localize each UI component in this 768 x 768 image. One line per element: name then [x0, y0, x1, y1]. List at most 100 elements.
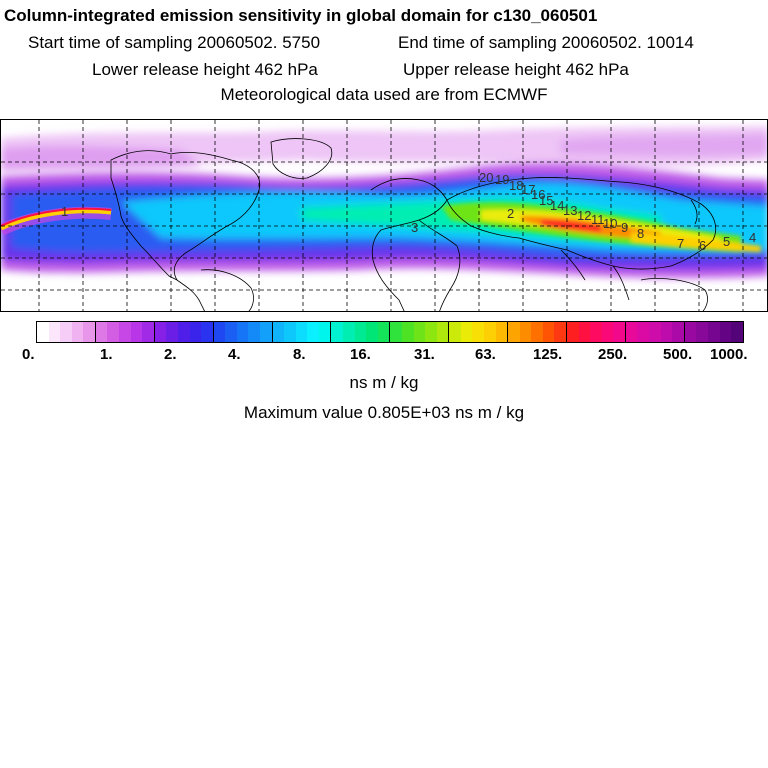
colorbar-cell [696, 322, 708, 342]
colorbar-cell [119, 322, 131, 342]
midlatitude-band [1, 163, 767, 279]
colorbar-cell [236, 322, 249, 342]
colorbar-cell [425, 322, 437, 342]
colorbar-cell [401, 322, 414, 342]
colorbar-cell [354, 322, 367, 342]
traj-label-19: 19 [495, 172, 509, 187]
plot-title: Column-integrated emission sensitivity i… [4, 6, 598, 25]
coastlines [110, 138, 717, 311]
colorbar-cell [142, 322, 155, 342]
traj-label-6: 6 [699, 238, 706, 253]
colorbar-cell [248, 322, 260, 342]
traj-label-5: 5 [723, 234, 730, 249]
colorbar-cell [48, 322, 61, 342]
colorbar-cell [130, 322, 143, 342]
maximum-value-text: Maximum value 0.805E+03 ns m / kg [243, 403, 525, 422]
tick-label-2: 2. [164, 346, 177, 363]
colorbar-cell [177, 322, 190, 342]
colorbar-cell [625, 322, 638, 342]
tick-label-8: 8. [293, 346, 306, 363]
colorbar-cell [413, 322, 426, 342]
tick-label-0: 0. [22, 346, 35, 363]
colorbar-cell [684, 322, 697, 342]
traj-label-11: 11 [591, 212, 605, 227]
colorbar-cell [707, 322, 720, 342]
colorbar-cell [436, 322, 450, 342]
trajectory-labels: 20 19 18 17 16 15 14 13 12 11 10 9 8 7 6… [61, 170, 756, 253]
high-sensitivity-core [441, 202, 761, 252]
traj-label-20: 20 [479, 170, 493, 185]
colorbar-cell [71, 322, 84, 342]
colorbar-cell [449, 322, 461, 342]
traj-label-18: 18 [509, 178, 523, 193]
traj-label-15: 15 [539, 193, 553, 208]
colorbar-cell [567, 322, 579, 342]
colorbar-cell [601, 322, 614, 342]
colorbar-cell [318, 322, 332, 342]
map-canvas: 20 19 18 17 16 15 14 13 12 11 10 9 8 7 6… [1, 120, 767, 311]
lower-release-label: Lower release height 462 hPa [92, 60, 318, 79]
traj-label-14: 14 [550, 198, 564, 213]
traj-label-3: 3 [411, 220, 418, 235]
colorbar-units: ns m / kg [349, 373, 419, 392]
colorbar-cell [83, 322, 96, 342]
colorbar-cell [554, 322, 568, 342]
colorbar-cell [377, 322, 391, 342]
traj-label-12: 12 [577, 208, 591, 223]
colorbar-cell [613, 322, 626, 342]
colorbar-cell [649, 322, 661, 342]
colorbar-cell [213, 322, 226, 342]
tick-label-500: 500. [663, 346, 693, 363]
colorbar-cell [366, 322, 378, 342]
tick-label-31: 31. [414, 346, 435, 363]
colorbar-cell [95, 322, 108, 342]
colorbar-cell [331, 322, 344, 342]
traj-label-1: 1 [61, 204, 68, 219]
colorbar-cell [37, 322, 49, 342]
traj-label-17: 17 [521, 182, 535, 197]
traj-label-13: 13 [563, 203, 577, 218]
colorbar-cell [295, 322, 308, 342]
colorbar-cell [307, 322, 319, 342]
colorbar-cell [189, 322, 202, 342]
colorbar-cell [495, 322, 509, 342]
tick-label-1: 1. [100, 346, 113, 363]
traj-label-4: 4 [749, 230, 756, 245]
colorbar-cell [272, 322, 285, 342]
colorbar-cell [660, 322, 673, 342]
graticule [1, 120, 767, 311]
colorbar-cell [590, 322, 602, 342]
arctic-sensitivity-field [1, 126, 767, 172]
colorbar-cell [637, 322, 650, 342]
tick-label-63: 63. [475, 346, 496, 363]
colorbar-cell [390, 322, 402, 342]
colorbar-cell [201, 322, 214, 342]
start-time-label: Start time of sampling 20060502. 5750 [28, 33, 321, 52]
colorbar [36, 321, 744, 343]
colorbar-cell [519, 322, 532, 342]
colorbar-cell [508, 322, 520, 342]
colorbar-cell [154, 322, 167, 342]
colorbar-cell [731, 322, 743, 342]
colorbar-cell [60, 322, 72, 342]
colorbar-cell [259, 322, 273, 342]
tick-label-4: 4. [228, 346, 241, 363]
upper-release-label: Upper release height 462 hPa [403, 60, 629, 79]
colorbar-cell [719, 322, 732, 342]
colorbar-cell [672, 322, 685, 342]
colorbar-cell [483, 322, 496, 342]
colorbar-cell [578, 322, 591, 342]
traj-label-7: 7 [677, 236, 684, 251]
tick-label-1000: 1000. [710, 346, 748, 363]
traj-label-2: 2 [507, 206, 514, 221]
traj-label-8: 8 [637, 226, 644, 241]
colorbar-cell [284, 322, 296, 342]
colorbar-cell [542, 322, 555, 342]
colorbar-cell [225, 322, 237, 342]
tick-label-125: 125. [533, 346, 563, 363]
colorbar-cell [107, 322, 120, 342]
traj-label-16: 16 [531, 187, 545, 202]
met-data-label: Meteorological data used are from ECMWF [220, 85, 548, 104]
emission-sensitivity-map: 20 19 18 17 16 15 14 13 12 11 10 9 8 7 6… [0, 119, 768, 312]
colorbar-cell [472, 322, 484, 342]
